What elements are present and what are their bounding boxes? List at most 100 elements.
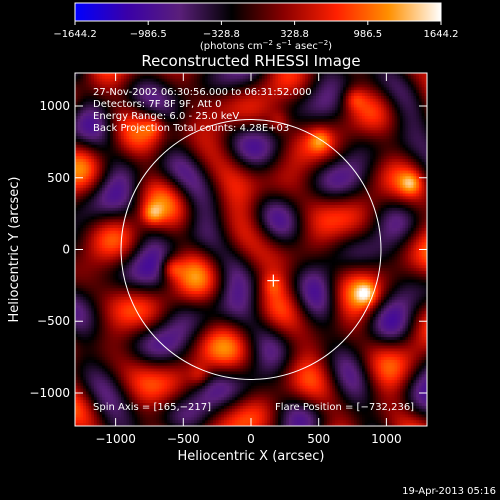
heatmap-cell: [383, 73, 387, 77]
heatmap-cell: [288, 73, 293, 77]
heatmap-cell: [251, 73, 255, 77]
heatmap-cell: [210, 73, 214, 77]
colorbar-tick-label: 986.5: [353, 29, 382, 40]
heatmap-cell: [297, 73, 301, 77]
heatmap-cell: [416, 73, 420, 77]
heatmap-cell: [137, 73, 141, 77]
heatmap-cell: [145, 73, 149, 77]
heatmap-cell: [158, 75, 163, 80]
heatmap-cell: [129, 73, 133, 77]
heatmap-cell: [221, 73, 225, 77]
heatmap-cell: [102, 75, 106, 80]
heatmap-cell: [221, 75, 225, 80]
heatmap-cell: [172, 73, 176, 77]
heatmap-cell: [234, 75, 239, 80]
heatmap-cell: [115, 73, 119, 77]
heatmap-cell: [253, 75, 258, 80]
heatmap-cell: [313, 73, 317, 77]
heatmap-cell: [278, 73, 282, 77]
heatmap-cell: [156, 75, 160, 80]
heatmap-cell: [343, 73, 347, 77]
heatmap-cell: [93, 73, 98, 77]
heatmap-cell: [240, 75, 244, 80]
heatmap-cell: [75, 73, 79, 77]
heatmap-cell: [123, 73, 128, 77]
heatmap-cell: [280, 73, 285, 77]
heatmap-cell: [112, 75, 117, 80]
heatmap-cell: [115, 75, 119, 80]
heatmap-cell: [234, 73, 239, 77]
heatmap-cell: [118, 73, 122, 77]
heatmap-cell: [329, 73, 333, 77]
heatmap-cell: [156, 73, 160, 77]
heatmap-cell: [267, 73, 271, 77]
heatmap-cell: [237, 75, 241, 80]
heatmap-cell: [261, 73, 266, 77]
heatmap-cell: [107, 75, 111, 80]
heatmap-cell: [356, 73, 360, 77]
heatmap-cell: [191, 73, 195, 77]
colorbar-units: (photons cm−2 s−1 asec−2): [200, 39, 332, 52]
heatmap-cell: [345, 73, 350, 77]
heatmap-cell: [142, 75, 146, 80]
heatmap-cell: [169, 75, 174, 80]
heatmap-cell: [148, 75, 152, 80]
heatmap-cell: [161, 75, 165, 80]
heatmap-cell: [137, 75, 141, 80]
heatmap-cell: [177, 75, 182, 80]
heatmap-cell: [291, 73, 295, 77]
colorbar-tick-labels: −1644.2 −986.5 −328.8 328.8 986.5 1644.2: [53, 29, 458, 40]
heatmap-cell: [167, 75, 171, 80]
heatmap-cell: [334, 73, 339, 77]
heatmap-cell: [218, 75, 222, 80]
colorbar: −1644.2 −986.5 −328.8 328.8 986.5 1644.2 (pho…: [53, 2, 459, 52]
colorbar-tick-label: 328.8: [280, 29, 309, 40]
heatmap-cell: [194, 73, 198, 77]
heatmap-cell: [215, 75, 220, 80]
heatmap-cell: [204, 73, 209, 77]
heatmap-cell: [315, 73, 320, 77]
heatmap-cell: [413, 73, 417, 77]
heatmap-cell: [102, 73, 106, 77]
heatmap-cell: [408, 73, 412, 77]
heatmap-cell: [245, 75, 249, 80]
heatmap-cell: [80, 75, 84, 80]
heatmap-cell: [229, 73, 233, 77]
heatmap-cell: [134, 75, 138, 80]
heatmap-cell: [267, 75, 271, 80]
heatmap-cell: [158, 73, 163, 77]
heatmap-cell: [264, 75, 268, 80]
heatmap-cell: [242, 75, 247, 80]
heatmap-cell: [177, 73, 182, 77]
heatmap-cell: [240, 73, 244, 77]
heatmap-cell: [131, 75, 136, 80]
heatmap-cell: [188, 75, 193, 80]
heatmap-cell: [299, 73, 304, 77]
heatmap-cell: [248, 73, 252, 77]
heatmap-cell: [256, 73, 260, 77]
heatmap-cell: [283, 73, 287, 77]
heatmap-cell: [186, 75, 190, 80]
heatmap-cell: [85, 75, 90, 80]
heatmap-cell: [421, 73, 425, 77]
heatmap-cell: [77, 75, 82, 80]
heatmap-cell: [85, 73, 90, 77]
heatmap-cell: [131, 73, 136, 77]
heatmap-cell: [123, 75, 128, 80]
heatmap-cell: [88, 75, 92, 80]
heatmap-cell: [129, 75, 133, 80]
heatmap-cell: [199, 75, 203, 80]
heatmap-cell: [251, 75, 255, 80]
heatmap-cell: [397, 73, 401, 77]
heatmap-cell: [302, 73, 306, 77]
heatmap-cell: [107, 73, 111, 77]
heatmap-cell: [378, 73, 382, 77]
colorbar-ticks: [74, 21, 442, 25]
heatmap-cell: [340, 73, 344, 77]
heatmap-cell: [391, 73, 396, 77]
heatmap-cell: [248, 75, 252, 80]
heatmap-cell: [207, 73, 211, 77]
colorbar-tick-label: −1644.2: [53, 29, 96, 40]
heatmap-cell: [186, 73, 190, 77]
colorbar-tick-label: −328.8: [203, 29, 240, 40]
